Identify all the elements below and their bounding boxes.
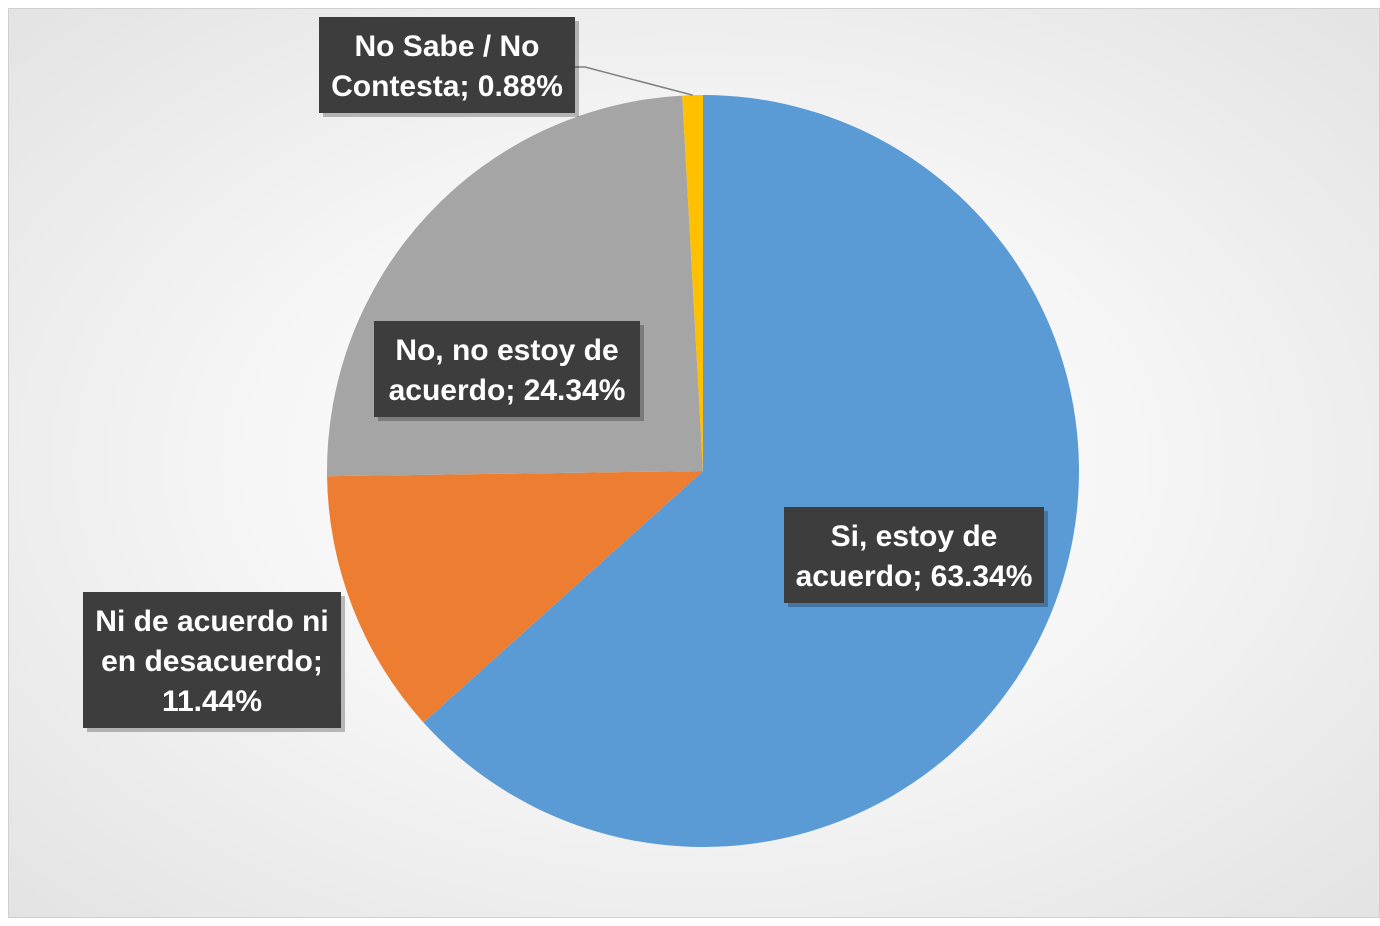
leader-line xyxy=(575,66,693,96)
leader-lines xyxy=(575,66,693,96)
data-label-text: No, no estoy de xyxy=(395,334,618,367)
data-label-text: No Sabe / No xyxy=(354,30,539,63)
data-labels: Si, estoy de acuerdo; 63.34% Ni de acuerdo… xyxy=(83,17,1048,732)
chart-area: Si, estoy de acuerdo; 63.34% Ni de acuerdo… xyxy=(8,8,1380,918)
pie-chart: Si, estoy de acuerdo; 63.34% Ni de acuerdo… xyxy=(83,17,1079,847)
data-label-box xyxy=(784,507,1044,603)
pie-slice-4 xyxy=(682,95,703,471)
data-label-box xyxy=(374,321,640,417)
data-label-3: No, no estoy de acuerdo; 24.34% xyxy=(374,321,644,421)
data-label-text: acuerdo; 63.34% xyxy=(796,560,1033,593)
data-label-box xyxy=(319,17,575,113)
pie-slices xyxy=(327,95,1079,847)
data-label-text: Contesta; 0.88% xyxy=(331,70,563,103)
data-label-text: Si, estoy de xyxy=(831,520,998,553)
pie-slice-2 xyxy=(327,471,703,723)
data-label-text: acuerdo; 24.34% xyxy=(389,374,626,407)
data-label-text: Ni de acuerdo ni xyxy=(95,605,328,638)
data-label-text: en desacuerdo; xyxy=(101,645,323,678)
data-label-box xyxy=(83,592,341,728)
data-label-4: No Sabe / No Contesta; 0.88% xyxy=(319,17,579,117)
data-label-text: 11.44% xyxy=(162,685,262,718)
data-label-1: Si, estoy de acuerdo; 63.34% xyxy=(784,507,1048,607)
data-label-2: Ni de acuerdo ni en desacuerdo; 11.44% xyxy=(83,592,345,732)
pie-slice-1 xyxy=(423,95,1079,847)
